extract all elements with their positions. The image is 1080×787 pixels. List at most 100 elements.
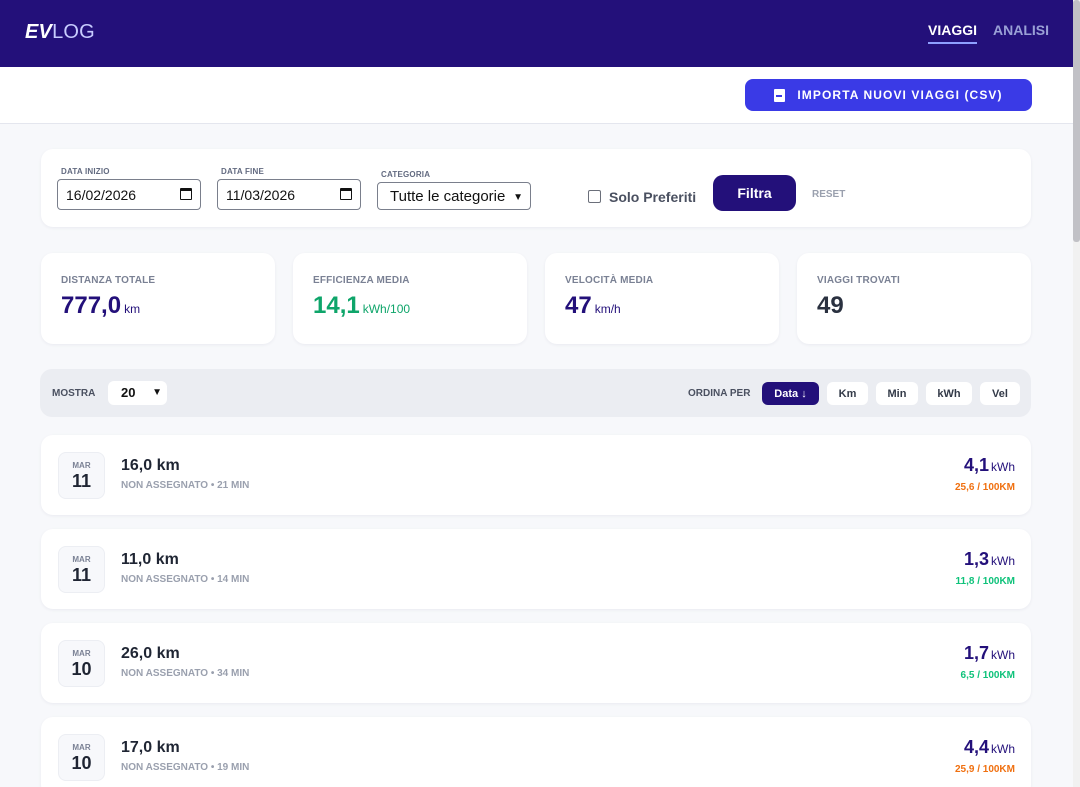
trip-energy: 1,7 kWh — [964, 643, 1015, 664]
scrollbar-thumb[interactable] — [1073, 0, 1080, 242]
file-import-icon — [774, 88, 786, 102]
trip-month: MAR — [72, 649, 91, 658]
start-date-input[interactable]: 16/02/2026 — [57, 179, 201, 210]
trip-energy-unit: kWh — [991, 554, 1015, 568]
stat-card-distance: DISTANZA TOTALE 777,0 km — [41, 253, 275, 344]
trip-day: 11 — [71, 565, 92, 585]
favorites-label[interactable]: Solo Preferiti — [609, 189, 697, 205]
trip-day: 10 — [71, 753, 92, 773]
trip-energy: 1,3 kWh — [964, 549, 1015, 570]
trip-list-item[interactable]: MAR 10 17,0 km NON ASSEGNATO • 19 MIN 4,… — [41, 717, 1031, 787]
sort-by-label: ORDINA PER — [688, 388, 751, 399]
favorites-checkbox[interactable] — [588, 190, 601, 203]
list-controls-bar: MOSTRA 20 ▼ ORDINA PER Data ↓ Km Min kWh… — [40, 369, 1031, 417]
end-date-label: DATA FINE — [221, 167, 264, 176]
trip-energy-value: 4,1 — [963, 455, 989, 475]
trip-energy: 4,4 kWh — [964, 737, 1015, 758]
sort-button-km[interactable]: Km — [827, 382, 868, 405]
trip-energy-unit: kWh — [991, 742, 1015, 756]
sort-button-vel[interactable]: Vel — [980, 382, 1020, 405]
trip-list-item[interactable]: MAR 10 26,0 km NON ASSEGNATO • 34 MIN 1,… — [41, 623, 1031, 703]
trip-meta: NON ASSEGNATO • 34 MIN — [121, 668, 250, 679]
calendar-icon[interactable] — [180, 188, 192, 200]
stat-number: 49 — [817, 292, 844, 319]
trip-energy-value: 1,7 — [963, 643, 989, 663]
tab-analisi[interactable]: ANALISI — [993, 22, 1049, 38]
stat-card-speed: VELOCITÀ MEDIA 47 km/h — [545, 253, 779, 344]
logo-ev: EV — [25, 21, 53, 43]
page-scrollbar[interactable] — [1073, 0, 1080, 787]
trip-efficiency: 11,8 / 100KM — [955, 576, 1015, 587]
trip-energy-value: 1,3 — [963, 549, 989, 569]
trip-date-badge: MAR 11 — [58, 546, 105, 593]
trip-energy-unit: kWh — [991, 460, 1015, 474]
stat-unit: km — [124, 302, 141, 316]
trip-month: MAR — [72, 743, 91, 752]
arrow-down-icon: ↓ — [801, 387, 807, 400]
trip-day: 10 — [71, 659, 92, 679]
stat-number: 777,0 — [61, 292, 122, 319]
trip-distance: 26,0 km — [121, 645, 180, 662]
page-size-value: 20 — [121, 385, 136, 400]
stat-value: 14,1 kWh/100 — [313, 292, 410, 320]
trip-energy: 4,1 kWh — [964, 455, 1015, 476]
category-label: CATEGORIA — [381, 170, 431, 179]
stat-card-efficiency: EFFICIENZA MEDIA 14,1 kWh/100 — [293, 253, 527, 344]
trip-efficiency: 6,5 / 100KM — [960, 670, 1015, 681]
stat-label: EFFICIENZA MEDIA — [313, 275, 410, 286]
trip-efficiency: 25,6 / 100KM — [954, 482, 1015, 493]
top-navbar: EVLOG VIAGGI ANALISI — [0, 0, 1073, 67]
stat-number: 14,1 — [313, 292, 360, 319]
app-logo[interactable]: EVLOG — [25, 21, 95, 44]
trip-list-item[interactable]: MAR 11 11,0 km NON ASSEGNATO • 14 MIN 1,… — [41, 529, 1031, 609]
trip-energy-unit: kWh — [991, 648, 1015, 662]
import-csv-button[interactable]: IMPORTA NUOVI VIAGGI (CSV) — [745, 79, 1032, 111]
action-toolbar: IMPORTA NUOVI VIAGGI (CSV) — [0, 67, 1073, 124]
trip-date-badge: MAR 10 — [58, 734, 105, 781]
end-date-input[interactable]: 11/03/2026 — [217, 179, 361, 210]
filter-button[interactable]: Filtra — [713, 175, 796, 211]
calendar-icon[interactable] — [340, 188, 352, 200]
stat-label: VIAGGI TROVATI — [817, 275, 900, 286]
page-size-select[interactable]: 20 ▼ — [108, 381, 167, 405]
tab-viaggi[interactable]: VIAGGI — [927, 22, 977, 44]
category-select[interactable]: Tutte le categorie ▼ — [377, 182, 531, 210]
main-nav: VIAGGI ANALISI — [927, 22, 1049, 44]
trip-list-item[interactable]: MAR 11 16,0 km NON ASSEGNATO • 21 MIN 4,… — [41, 435, 1031, 515]
trip-distance: 11,0 km — [121, 551, 179, 568]
start-date-value: 16/02/2026 — [66, 186, 137, 203]
chevron-down-icon: ▼ — [513, 192, 523, 203]
trip-month: MAR — [72, 461, 91, 470]
sort-button-kwh[interactable]: kWh — [926, 382, 972, 405]
trip-meta: NON ASSEGNATO • 19 MIN — [121, 762, 250, 773]
stat-label: DISTANZA TOTALE — [61, 275, 156, 286]
trip-distance: 16,0 km — [121, 457, 180, 474]
stat-value: 47 km/h — [565, 292, 621, 320]
trip-day: 11 — [71, 471, 92, 491]
stat-number: 47 — [565, 292, 592, 319]
chevron-down-icon: ▼ — [152, 387, 162, 398]
stat-value: 49 — [817, 292, 844, 320]
sort-button-min[interactable]: Min — [876, 382, 918, 405]
trip-distance: 17,0 km — [121, 739, 180, 756]
reset-link[interactable]: RESET — [812, 189, 846, 200]
sort-button-data[interactable]: Data ↓ — [762, 382, 819, 405]
stat-card-trips-found: VIAGGI TROVATI 49 — [797, 253, 1031, 344]
sort-label: Data — [774, 387, 799, 400]
stat-value: 777,0 km — [61, 292, 140, 320]
stat-label: VELOCITÀ MEDIA — [565, 275, 654, 286]
trip-meta: NON ASSEGNATO • 14 MIN — [121, 574, 250, 585]
stat-unit: km/h — [594, 302, 621, 316]
trip-efficiency: 25,9 / 100KM — [954, 764, 1015, 775]
filter-panel: DATA INIZIO 16/02/2026 DATA FINE 11/03/2… — [41, 149, 1031, 227]
stat-unit: kWh/100 — [362, 302, 411, 316]
start-date-label: DATA INIZIO — [61, 167, 110, 176]
logo-log: LOG — [52, 21, 95, 43]
category-value: Tutte le categorie — [390, 187, 506, 205]
trip-meta: NON ASSEGNATO • 21 MIN — [121, 480, 250, 491]
trip-month: MAR — [72, 555, 91, 564]
import-csv-label: IMPORTA NUOVI VIAGGI (CSV) — [797, 88, 1003, 102]
mostra-label: MOSTRA — [52, 388, 96, 399]
end-date-value: 11/03/2026 — [226, 186, 296, 203]
trip-date-badge: MAR 10 — [58, 640, 105, 687]
